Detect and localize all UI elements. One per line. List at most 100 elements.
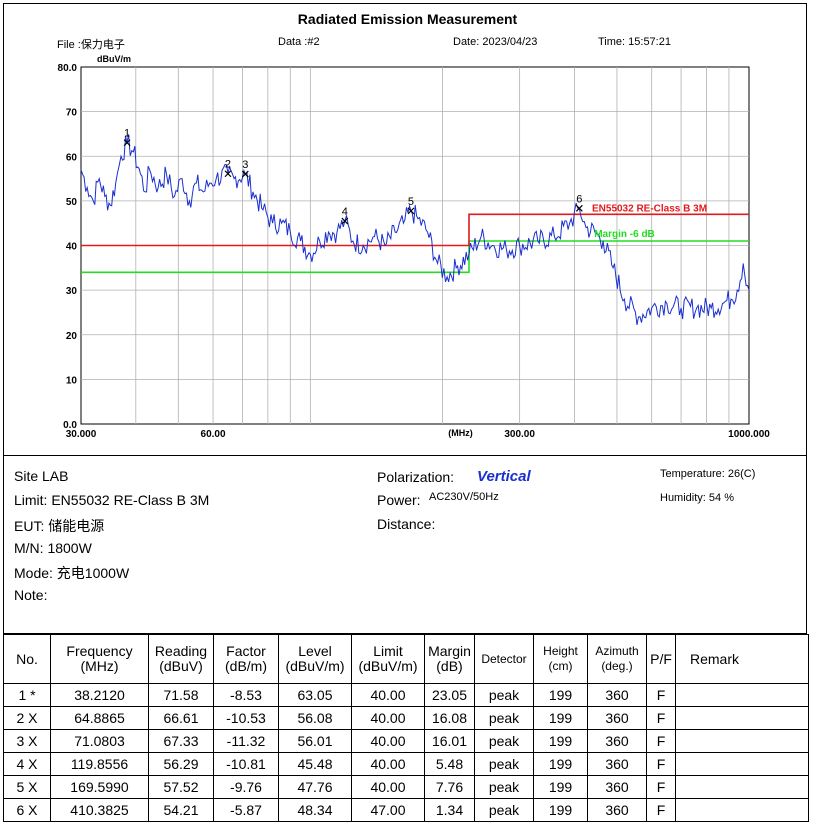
limit-label: Limit: EN55032 RE-Class B 3M [14, 492, 210, 508]
col-height: Height (cm) [533, 634, 588, 684]
table-cell: 360 [587, 683, 647, 707]
col-remark: Remark [675, 634, 809, 684]
table-cell: 56.29 [148, 752, 214, 776]
table-cell: 4 X [3, 752, 51, 776]
table-cell: 360 [587, 798, 647, 822]
table-cell: 16.01 [424, 729, 475, 753]
table-cell: 56.08 [278, 706, 352, 730]
col-reading: Reading (dBuV) [148, 634, 214, 684]
marker-label: 1 [124, 128, 130, 140]
table-cell: 199 [533, 706, 588, 730]
y-tick-label: 10 [66, 375, 78, 386]
table-cell: 3 X [3, 729, 51, 753]
marker-label: 5 [408, 196, 414, 208]
table-row: 2 X 64.8865 66.61 -10.53 56.08 40.00 16.08 peak… [3, 706, 809, 730]
table-cell: 64.8865 [50, 706, 149, 730]
polarization-label: Polarization: [377, 469, 455, 485]
limit-line-label: EN55032 RE-Class B 3M [592, 203, 707, 214]
table-cell: 40.00 [351, 775, 425, 799]
table-cell: 23.05 [424, 683, 475, 707]
table-cell: F [646, 775, 676, 799]
distance-label: Distance: [377, 516, 436, 532]
table-cell: 6 X [3, 798, 51, 822]
table-row: 4 X 119.8556 56.29 -10.81 45.48 40.00 5.48 peak… [3, 752, 809, 776]
table-cell: F [646, 706, 676, 730]
table-cell: 199 [533, 729, 588, 753]
table-cell: peak [474, 775, 534, 799]
test-info-panel [3, 456, 807, 634]
marker-x [341, 217, 349, 225]
x-tick-label: 60.00 [201, 429, 226, 440]
emission-trace [80, 134, 750, 325]
marker-label: 2 [225, 159, 231, 171]
emission-chart: EN55032 RE-Class B 3M Margin -6 dB 0.0 10 2… [58, 54, 771, 440]
marker-x [575, 204, 583, 212]
table-cell: 360 [587, 729, 647, 753]
table-cell: 199 [533, 798, 588, 822]
table-cell: 57.52 [148, 775, 214, 799]
table-cell: -5.87 [213, 798, 279, 822]
table-cell: 40.00 [351, 729, 425, 753]
table-cell: peak [474, 752, 534, 776]
x-tick-label: 30.000 [66, 429, 97, 440]
mode-label: Mode: 充电1000W [14, 565, 130, 581]
temperature-label: Temperature: 26(C) [660, 468, 756, 480]
col-no: No. [3, 634, 51, 684]
x-tick-label: 1000.000 [728, 429, 770, 440]
table-cell: 5.48 [424, 752, 475, 776]
table-cell: 40.00 [351, 683, 425, 707]
table-row: 1 * 38.2120 71.58 -8.53 63.05 40.00 23.05 peak 1… [3, 683, 809, 707]
table-cell: 71.58 [148, 683, 214, 707]
col-limit: Limit (dBuV/m) [351, 634, 425, 684]
table-cell: peak [474, 798, 534, 822]
table-header-row: No. Frequency (MHz) Reading (dBuV) Facto… [3, 634, 809, 684]
table-cell: 40.00 [351, 706, 425, 730]
table-cell: 38.2120 [50, 683, 149, 707]
table-cell: 47.00 [351, 798, 425, 822]
col-factor: Factor (dB/m) [213, 634, 279, 684]
table-cell: F [646, 752, 676, 776]
table-row: 3 X 71.0803 67.33 -11.32 56.01 40.00 16.01 peak… [3, 729, 809, 753]
marker-x [224, 170, 232, 178]
x-axis-label: (MHz) [448, 428, 473, 438]
table-cell [675, 775, 809, 799]
col-azimuth: Azimuth (deg.) [587, 634, 647, 684]
y-tick-label: 20 [66, 331, 78, 342]
margin-line-label: Margin -6 dB [594, 229, 655, 240]
table-cell: 45.48 [278, 752, 352, 776]
limit-line [81, 213, 749, 247]
power-label: Power: [377, 492, 421, 508]
table-cell: F [646, 683, 676, 707]
chart-title: Radiated Emission Measurement [297, 11, 518, 27]
time-label: Time: 15:57:21 [598, 36, 671, 48]
marker-x [123, 139, 131, 147]
table-cell: -10.81 [213, 752, 279, 776]
table-cell: 169.5990 [50, 775, 149, 799]
date-label: Date: 2023/04/23 [453, 36, 538, 48]
table-cell: 7.76 [424, 775, 475, 799]
table-cell: 66.61 [148, 706, 214, 730]
table-cell: 1.34 [424, 798, 475, 822]
table-cell: 360 [587, 752, 647, 776]
table-cell: 40.00 [351, 752, 425, 776]
table-cell: 56.01 [278, 729, 352, 753]
col-frequency: Frequency (MHz) [50, 634, 149, 684]
table-cell: 71.0803 [50, 729, 149, 753]
col-pf: P/F [646, 634, 676, 684]
polarization-value: Vertical [477, 468, 531, 485]
table-cell: peak [474, 706, 534, 730]
table-cell [675, 683, 809, 707]
humidity-label: Humidity: 54 % [660, 492, 734, 504]
col-detector: Detector [474, 634, 534, 684]
y-tick-label: 70 [66, 108, 78, 119]
table-cell: 48.34 [278, 798, 352, 822]
table-cell [675, 798, 809, 822]
table-cell: -8.53 [213, 683, 279, 707]
col-level: Level (dBuV/m) [278, 634, 352, 684]
site-label: Site LAB [14, 468, 69, 484]
marker-x [407, 207, 415, 215]
table-cell: 5 X [3, 775, 51, 799]
file-label: File :保力电子 [57, 39, 125, 51]
table-cell: -10.53 [213, 706, 279, 730]
y-tick-label: 50 [66, 197, 78, 208]
